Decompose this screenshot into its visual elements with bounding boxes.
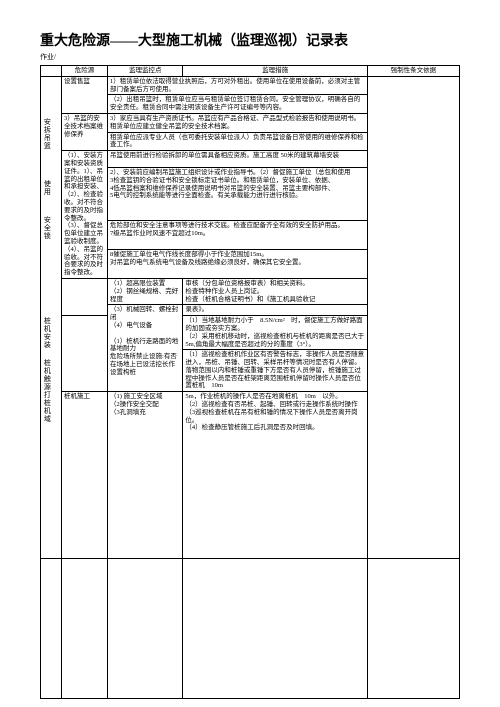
subtitle: 作业/ — [40, 52, 460, 62]
r6b: 3检查篮钥的合验证书和安全锁标定证书单位。和租赁单位，安装单位、依据、 — [110, 177, 365, 185]
r6c3: 2）、安装前应编制吊篮施工组织设计或作业指导书。（2）督促施工单位（总包和使用 … — [108, 167, 368, 220]
r1c3: 1）租赁单位依法取得营业执照后，方可对外租出。使用单位在使用设备前，必须对主管部… — [108, 76, 368, 95]
ic2c: （1）桩机行走路面的地基地耐力 — [110, 338, 180, 354]
r3c3: 3）家应当具有生产资质证书。吊篮应有产品合格证、产品型式检验报告和使用说明书。租… — [108, 113, 368, 132]
group2-label: 使用 — [43, 180, 51, 196]
col4-empty1 — [367, 76, 459, 558]
r7b: 7级吊篮作业时风速不宜超过10m。 — [110, 230, 365, 238]
lock-c3: 审核（分包单位资格报审表）和相关资料。 检查特种作业人员上岗证。 检查（桩机合格… — [183, 278, 367, 304]
sub3r2: （3）、督促总包单位建立吊篮验收制度。 — [64, 222, 105, 245]
group-cell-1: 安拆吊篮 使用 安全锁 — [41, 76, 62, 315]
sub1-label: 设置售篮 — [61, 76, 107, 113]
ic3b: （2）采用桩机移动时，巡视检查桩机与桩机的距离是否已大于 5m,偏角最大幅度是否… — [185, 333, 364, 349]
pc3b: （3巡视检查桩机在吊有桩和锤的情况下操作人员是否离开岗位。 — [185, 409, 364, 425]
install-label: 桩机安装 — [43, 317, 51, 349]
install-c3c: （1）巡视检查桩机作业区有否警告标志，非操作人员是否随意进入，吊桩、吊锤、回转、… — [183, 350, 367, 392]
header-col4: 强制性条文依据 — [367, 66, 459, 77]
install-c3b: （1）当地基地耐力小于 8.5N/cm² 时，督促施工方做好路面的加固或夯实方案… — [183, 316, 367, 350]
install-c2: （3）机械回转、螺栓封闭 （4）电气设备 （1）桩机行走路面的地基地耐力 危险场… — [108, 305, 183, 392]
r4c3: 租赁单位应派专业人员（也可委托安装单位派人）负责吊篮设备日常使用的维修保养和检查… — [108, 132, 368, 151]
empty-r1c0 — [41, 559, 62, 699]
group1-label: 安拆吊篮 — [43, 118, 51, 150]
sub3r3: （4）、吊篮的验收。对不符合要求的及时指令整改。 — [64, 246, 105, 277]
pile-c3: 5m，作业桩机的操作人是否在地离桩机 10m 以外。 （2）巡视检查有否吊桩、起… — [183, 392, 367, 559]
sub3r0: （1）、安装方案和安装资质证件。1）、吊篮的出租单位和承担安装、 — [64, 152, 105, 191]
ic3c: （1）巡视检查桩机作业区有否警告标志，非操作人员是否随意进入，吊桩、吊锤、回转、… — [185, 351, 364, 367]
pile-c2: （1) 施工安全区域 （2操作安全交配 （3孔洞填充 — [108, 392, 183, 559]
sub3-left: （1）、安装方案和安装资质证件。1）、吊篮的出租单位和承担安装、 （2）、检查验… — [61, 151, 107, 279]
lockc3b: 检查特种作业人员上岗证。 — [185, 288, 364, 296]
pc2c: （3孔洞填充 — [110, 409, 180, 417]
empty-r1c4 — [367, 559, 459, 699]
r7a: 危险部位和安全注意事项等进行技术交底。检查应配备齐全有效的安全防护用品。 — [110, 222, 365, 230]
lock-c2: （1）超高限位装置 （2）钢丝绳规格、完好程度 — [108, 278, 183, 304]
pc2b: （2操作安全交配 — [110, 401, 180, 409]
main-table: 危险源 监理监控点 监理措施 强制性条文依据 安拆吊篮 使用 安全锁 设置售篮 … — [40, 65, 460, 699]
lock-sub — [61, 278, 107, 315]
pc3a: （2）巡视检查有否吊桩、起锤、回转或行走操作系统时操作 — [185, 401, 364, 409]
header-blank — [41, 66, 62, 77]
group2-label2: 桩机触源打桩机域 — [43, 359, 51, 423]
r7c3: 危险部位和安全注意事项等进行技术交底。检查应配备齐全有效的安全防护用品。 7级吊… — [108, 221, 368, 250]
r8a: 8催促施工单位电气作线长度部得小于作业范围加15m。 — [110, 251, 365, 259]
pc2a: （1) 施工安全区域 — [110, 393, 180, 401]
header-col3: 监理措施 — [183, 66, 367, 77]
header-col1: 危险源 — [61, 66, 107, 77]
page-title: 重大危险源——大型施工机械（监理巡视）记录表 — [40, 30, 460, 50]
lockc2b: （2）钢丝绳规格、完好程度 — [110, 288, 180, 304]
lockc3c: 检查（桩机合格证明书）和《施工机具验收记 — [185, 296, 364, 304]
lockc2a: （1）超高限位装置 — [110, 280, 180, 288]
empty-sub — [61, 316, 107, 392]
r6a: 2）、安装前应编制吊篮施工组织设计或作业指导书。（2）督促施工单位（总包和使用 — [110, 169, 365, 177]
pc3c: （4）检查静压管桩施工后孔洞是否及时回填。 — [185, 424, 364, 432]
group3-label: 安全锁 — [43, 216, 51, 240]
pc30: 5m，作业桩机的操作人是否在地离桩机 10m 以外。 — [185, 393, 364, 401]
r2c3: （2）出租吊篮时，租赁单位应当与租赁单位签订租赁合同。安全管理协议，明确各自的安… — [108, 95, 368, 114]
header-col2: 监理监控点 — [108, 66, 183, 77]
r5c3: 吊篮使用前进行检验拆卸的单位需具备相应资质。施工高度 50米的建筑幕墙安装 — [108, 151, 368, 168]
sub2-label: 3）吊篮的安全技术档案维修保养 — [61, 113, 107, 150]
empty-r1c3 — [183, 559, 367, 699]
r8b: 对吊篮的电气系统电气设备及线路绝缘必须良好，确保其它安全置。 — [110, 259, 365, 267]
ic2a: （3）机械回转、螺栓封闭 — [110, 306, 180, 322]
pile-label: 桩机施工 — [61, 392, 107, 559]
empty-r1c2 — [108, 559, 183, 699]
group-cell-2: 桩机安装 桩机触源打桩机域 — [41, 316, 62, 559]
ic2d: 危险场所禁止设施:有否在场地上已设法挖长作设置构桩 — [110, 353, 180, 376]
lockc3a: 审核（分包单位资格报审表）和相关资料。 — [185, 280, 364, 288]
sub3r1: （2）、检查验收。对不符合要求的及时指令整改。 — [64, 191, 105, 222]
install-c3a: 录表》。 — [183, 305, 367, 316]
ic2b: （4）电气设备 — [110, 322, 180, 330]
r6d: 5电气的控制系统能等进行全面检查。有关承载能力进行进行核验。 — [110, 192, 365, 200]
empty-r1c1 — [61, 559, 107, 699]
ic3d: 落物范围以内和桩锤或重锤下方是否有人员停留，桩锤施工过程中操作人员是否在桩架距离… — [185, 367, 364, 390]
ic3a: （1）当地基地耐力小于 8.5N/cm² 时，督促施工方做好路面的加固或夯实方案… — [185, 317, 364, 333]
r8c3: 8催促施工单位电气作线长度部得小于作业范围加15m。 对吊篮的电气系统电气设备及… — [108, 250, 368, 279]
